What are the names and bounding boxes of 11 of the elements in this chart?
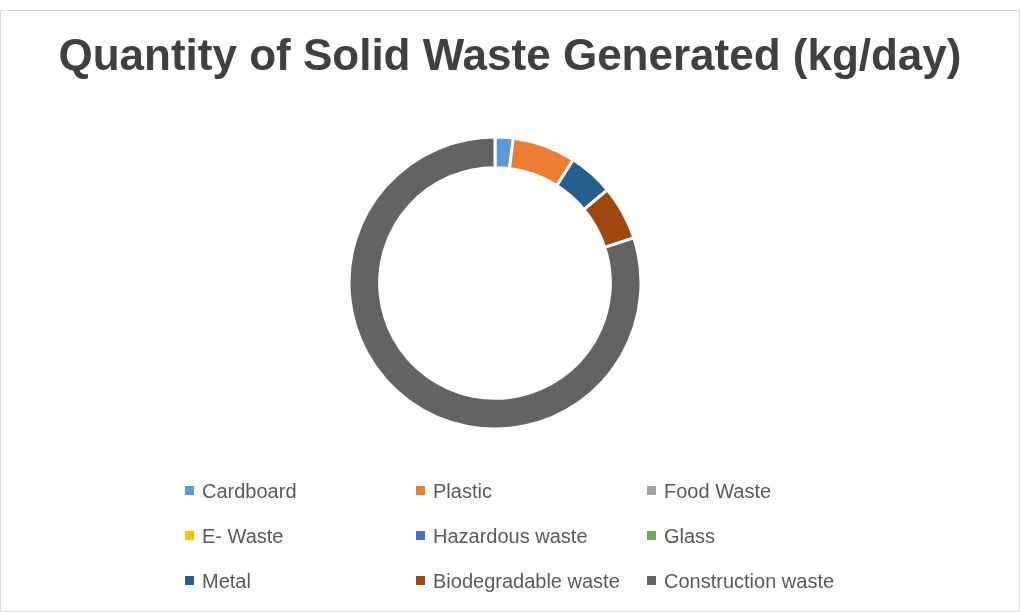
legend-label: Hazardous waste: [433, 525, 588, 547]
legend-label: Glass: [664, 525, 716, 547]
chart-title: Quantity of Solid Waste Generated (kg/day): [58, 30, 962, 79]
legend-label: Biodegradable waste: [433, 570, 620, 592]
legend-label: Construction waste: [664, 570, 835, 592]
donut-slice: [347, 135, 643, 431]
legend-label: Cardboard: [202, 480, 297, 502]
legend-label: E- Waste: [202, 525, 284, 547]
legend-label: Plastic: [433, 480, 492, 502]
legend-label: Metal: [202, 570, 251, 592]
legend-label: Food Waste: [664, 480, 772, 502]
